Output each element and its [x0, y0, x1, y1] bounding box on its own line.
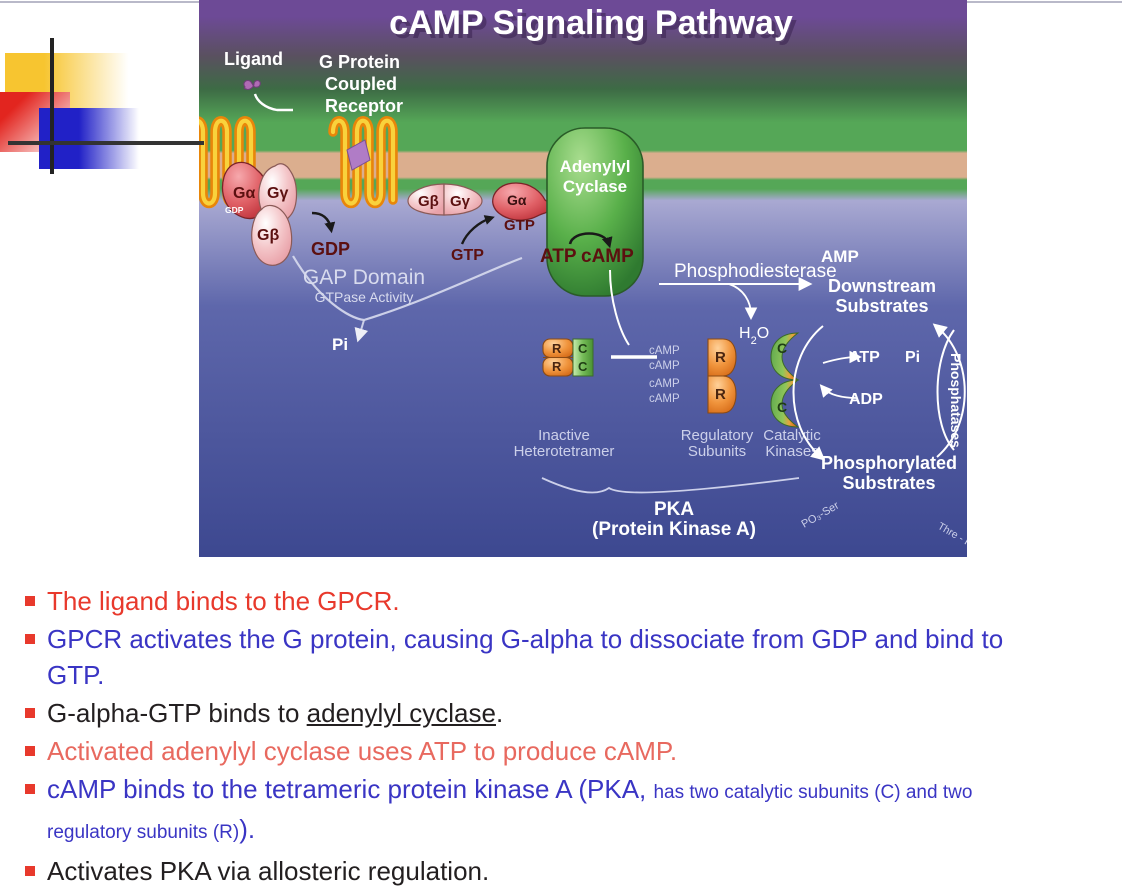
svg-text:GDP: GDP	[225, 205, 244, 215]
svg-text:Substrates: Substrates	[835, 296, 928, 316]
svg-text:Coupled: Coupled	[325, 74, 397, 94]
svg-text:Phosphatases: Phosphatases	[948, 353, 964, 448]
svg-text:Gγ: Gγ	[267, 185, 288, 202]
svg-text:Downstream: Downstream	[828, 276, 936, 296]
svg-text:C: C	[578, 359, 588, 374]
svg-text:Cyclase: Cyclase	[563, 177, 627, 196]
svg-text:R: R	[552, 359, 562, 374]
svg-text:ATP: ATP	[540, 246, 577, 267]
svg-text:(Protein Kinase A): (Protein Kinase A)	[592, 519, 756, 540]
svg-text:Phosphodiesterase: Phosphodiesterase	[674, 261, 837, 282]
svg-text:C: C	[777, 340, 787, 356]
svg-text:Pi: Pi	[905, 349, 920, 366]
svg-text:Inactive: Inactive	[538, 427, 590, 444]
svg-text:GDP: GDP	[311, 239, 350, 259]
svg-text:Gγ: Gγ	[450, 193, 471, 210]
svg-text:C: C	[578, 341, 588, 356]
svg-text:Heterotetramer: Heterotetramer	[514, 443, 615, 460]
svg-text:Phosphorylated: Phosphorylated	[821, 453, 957, 473]
svg-text:Pi: Pi	[332, 335, 348, 354]
svg-text:Substrates: Substrates	[842, 473, 935, 493]
svg-text:Gα: Gα	[507, 192, 527, 208]
svg-text:cAMP: cAMP	[649, 378, 680, 390]
svg-text:R: R	[715, 349, 726, 366]
svg-text:C: C	[777, 399, 787, 415]
svg-text:Gβ: Gβ	[257, 227, 279, 244]
svg-text:Subunits: Subunits	[688, 443, 746, 460]
svg-text:Ligand: Ligand	[224, 49, 283, 69]
svg-text:PKA: PKA	[654, 499, 694, 520]
svg-text:GTPase Activity: GTPase Activity	[315, 289, 414, 305]
svg-text:GTP: GTP	[504, 217, 535, 234]
svg-text:Catalytic: Catalytic	[763, 427, 821, 444]
svg-text:Adenylyl: Adenylyl	[560, 157, 631, 176]
svg-text:ADP: ADP	[849, 391, 883, 408]
svg-text:cAMP: cAMP	[649, 393, 680, 405]
svg-text:AMP: AMP	[821, 247, 859, 266]
svg-text:Regulatory: Regulatory	[681, 427, 754, 444]
svg-text:R: R	[552, 341, 562, 356]
svg-text:ATP: ATP	[849, 349, 880, 366]
svg-text:GAP Domain: GAP Domain	[303, 266, 425, 289]
svg-text:G Protein: G Protein	[319, 52, 400, 72]
svg-text:Receptor: Receptor	[325, 96, 403, 116]
svg-text:cAMP Signaling Pathway: cAMP Signaling Pathway	[389, 4, 793, 42]
svg-text:cAMP: cAMP	[581, 246, 634, 267]
svg-text:GTP: GTP	[451, 247, 484, 264]
svg-text:cAMP: cAMP	[649, 345, 680, 357]
svg-text:R: R	[715, 386, 726, 403]
svg-text:Gβ: Gβ	[418, 193, 439, 210]
svg-text:cAMP: cAMP	[649, 360, 680, 372]
svg-text:Gα: Gα	[233, 185, 255, 202]
